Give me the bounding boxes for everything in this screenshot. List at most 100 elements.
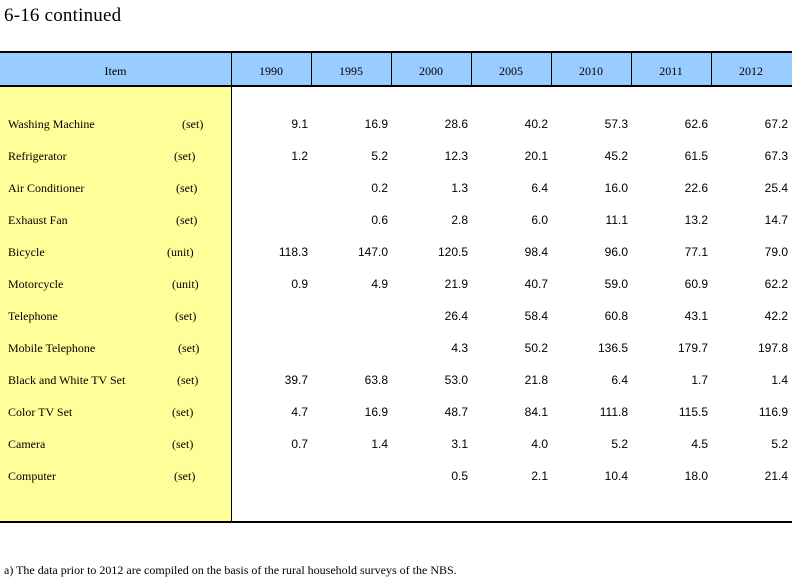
table-cell: 3.1 [451, 437, 468, 451]
table-cell: 57.3 [604, 117, 628, 131]
table-cell: 11.1 [605, 213, 628, 227]
table-cell: 58.4 [524, 309, 548, 323]
table-cell: 4.5 [691, 437, 708, 451]
table-cell: 96.0 [604, 245, 628, 259]
row-label: Color TV Set [8, 405, 73, 419]
table-row: Air Conditioner (set) 0.2 1.3 6.4 16.0 22.6 25.… [0, 178, 792, 198]
row-unit: (set) [175, 309, 197, 323]
table-cell: 1.3 [451, 181, 468, 195]
table-cell: 179.7 [677, 341, 708, 355]
table-cell: 9.1 [291, 117, 308, 131]
row-unit: (set) [172, 405, 194, 419]
row-label: Refrigerator [8, 149, 67, 163]
table-cell: 1.4 [371, 437, 388, 451]
table-row: Washing Machine (set) 9.1 16.9 28.6 40.2 57.3 6… [0, 114, 792, 134]
table-cell: 25.4 [764, 181, 788, 195]
table-cell: 197.8 [757, 341, 788, 355]
table-cell: 60.9 [684, 277, 708, 291]
column-divider [711, 51, 712, 87]
table-cell: 79.0 [764, 245, 788, 259]
table-cell: 118.3 [278, 245, 308, 259]
table-cell: 62.6 [684, 117, 708, 131]
row-unit: (set) [174, 149, 196, 163]
footnote: a) The data prior to 2012 are compiled o… [4, 563, 457, 577]
table-cell: 2.8 [451, 213, 468, 227]
table-row: Motorcycle (unit) 0.9 4.9 21.9 40.7 59.0 60.9 62… [0, 274, 792, 294]
table-cell: 0.6 [371, 213, 388, 227]
table-cell: 115.5 [678, 405, 708, 419]
row-unit: (set) [176, 213, 198, 227]
table-row: Computer (set) 0.5 2.1 10.4 18.0 21.4 [0, 466, 792, 486]
header-year: 2000 [419, 64, 443, 78]
row-unit: (unit) [167, 245, 194, 259]
table-cell: 16.9 [364, 117, 388, 131]
column-divider [631, 51, 632, 87]
header-year: 2011 [659, 64, 683, 78]
table-cell: 0.9 [291, 277, 308, 291]
table-row: Refrigerator (set) 1.2 5.2 12.3 20.1 45.2 61.5 6… [0, 146, 792, 166]
table-cell: 116.9 [758, 405, 788, 419]
table-cell: 4.7 [291, 405, 308, 419]
table-row: Exhaust Fan (set) 0.6 2.8 6.0 11.1 13.2 14.7 [0, 210, 792, 230]
table-cell: 0.2 [371, 181, 388, 195]
row-label: Bicycle [8, 245, 45, 259]
page-title: 6-16 continued [4, 5, 122, 26]
table-cell: 43.1 [684, 309, 708, 323]
row-label: Mobile Telephone [8, 341, 96, 355]
row-label: Motorcycle [8, 277, 64, 291]
table-cell: 2.1 [531, 469, 548, 483]
table-cell: 48.7 [444, 405, 468, 419]
table-cell: 53.0 [444, 373, 468, 387]
table-cell: 22.6 [684, 181, 708, 195]
table-row: Mobile Telephone (set) 4.3 50.2 136.5 179.7 19… [0, 338, 792, 358]
table-row: Bicycle (unit) 118.3 147.0 120.5 98.4 96.0 77.1… [0, 242, 792, 262]
table-cell: 40.7 [524, 277, 548, 291]
table-cell: 147.0 [357, 245, 388, 259]
table-cell: 10.4 [604, 469, 628, 483]
table-cell: 61.5 [684, 149, 708, 163]
column-divider [551, 51, 552, 87]
table-cell: 45.2 [604, 149, 628, 163]
table-cell: 14.7 [764, 213, 788, 227]
table-cell: 4.3 [451, 341, 468, 355]
row-unit: (set) [174, 469, 196, 483]
header-year: 2012 [739, 64, 763, 78]
table-cell: 42.2 [764, 309, 788, 323]
row-label: Washing Machine [8, 117, 95, 131]
row-unit: (unit) [172, 277, 199, 291]
table-cell: 62.2 [764, 277, 788, 291]
row-label: Telephone [8, 309, 58, 323]
table-cell: 21.8 [524, 373, 548, 387]
row-unit: (set) [176, 181, 198, 195]
table-cell: 0.7 [291, 437, 308, 451]
table-cell: 16.0 [604, 181, 628, 195]
header-year: 1990 [259, 64, 283, 78]
table-cell: 6.4 [531, 181, 548, 195]
row-label: Air Conditioner [8, 181, 85, 195]
table-row: Black and White TV Set (set) 39.7 63.8 53.0 2… [0, 370, 792, 390]
table-cell: 18.0 [684, 469, 708, 483]
row-label: Camera [8, 437, 46, 451]
table-header: Item 1990 1995 2000 2005 2010 2011 2012 [0, 51, 792, 87]
table-cell: 6.0 [531, 213, 548, 227]
table-cell: 67.2 [764, 117, 788, 131]
table-cell: 28.6 [444, 117, 468, 131]
table-cell: 1.2 [291, 149, 308, 163]
header-year: 1995 [339, 64, 363, 78]
table-row: Color TV Set (set) 4.7 16.9 48.7 84.1 111.8 115… [0, 402, 792, 422]
table-cell: 12.3 [444, 149, 468, 163]
table-cell: 111.8 [599, 405, 628, 419]
table-cell: 13.2 [684, 213, 708, 227]
table-cell: 60.8 [604, 309, 628, 323]
column-divider [471, 51, 472, 87]
table-cell: 63.8 [364, 373, 388, 387]
table-cell: 84.1 [524, 405, 548, 419]
table-cell: 98.4 [524, 245, 548, 259]
table-cell: 1.4 [771, 373, 788, 387]
table-row: Camera (set) 0.7 1.4 3.1 4.0 5.2 4.5 5.2 [0, 434, 792, 454]
table-cell: 4.9 [371, 277, 388, 291]
row-label: Exhaust Fan [8, 213, 68, 227]
column-divider [391, 51, 392, 87]
header-item: Item [104, 64, 127, 78]
row-label-column [0, 87, 231, 522]
